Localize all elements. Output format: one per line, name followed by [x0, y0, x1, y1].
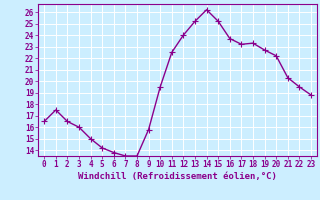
X-axis label: Windchill (Refroidissement éolien,°C): Windchill (Refroidissement éolien,°C) — [78, 172, 277, 181]
